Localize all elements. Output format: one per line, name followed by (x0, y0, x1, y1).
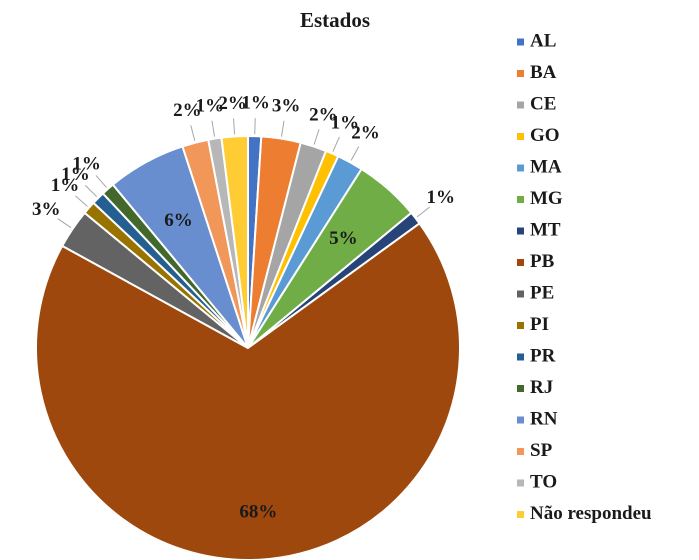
legend-swatch (517, 70, 524, 77)
leader-line (57, 218, 72, 229)
leader-line (350, 146, 360, 161)
leader-line (75, 195, 88, 207)
legend-swatch (517, 448, 524, 455)
legend-label: CE (530, 93, 556, 114)
data-label: 1% (196, 95, 225, 116)
leader-line (416, 206, 431, 218)
legend-swatch (517, 322, 524, 329)
data-label: 2% (351, 123, 380, 144)
pie-slice (220, 134, 249, 349)
legend-label: TO (530, 471, 557, 492)
legend-swatch (517, 38, 524, 46)
legend-swatch (517, 133, 524, 140)
legend-swatch (517, 227, 524, 235)
chart-title: Estados (300, 8, 370, 32)
data-label: 68% (239, 501, 277, 522)
leader-line (313, 129, 320, 145)
pie-slice (35, 221, 461, 560)
legend-label: MG (530, 188, 563, 209)
legend-label: SP (530, 440, 553, 461)
legend-swatch (517, 101, 524, 109)
data-label: 6% (164, 210, 193, 231)
leader-line (254, 118, 256, 135)
leader-line (85, 185, 98, 198)
legend-label: PR (530, 345, 556, 366)
data-label: 2% (173, 100, 202, 121)
legend-swatch (517, 416, 524, 424)
legend-label: MT (530, 219, 561, 240)
data-label: 1% (72, 153, 101, 174)
data-label: 1% (241, 92, 270, 113)
data-label: 1% (427, 187, 456, 208)
legend-label: RJ (530, 377, 553, 398)
legend-swatch (517, 164, 524, 172)
data-label: 2% (218, 93, 247, 114)
data-label: 1% (61, 164, 90, 185)
legend-label: BA (530, 62, 557, 83)
legend-label: AL (530, 30, 556, 51)
legend-swatch (517, 353, 524, 361)
data-label: 1% (331, 112, 360, 133)
legend-label: MA (530, 156, 562, 177)
legend-label: PI (530, 314, 549, 335)
legend-label: PE (530, 282, 554, 303)
leader-line (190, 125, 196, 141)
legend-label: RN (530, 408, 558, 429)
data-label: 1% (51, 175, 80, 196)
data-label: 3% (272, 95, 301, 116)
legend-swatch (517, 511, 524, 518)
leader-line (332, 136, 340, 152)
data-label: 2% (309, 104, 338, 125)
legend-swatch (517, 259, 524, 266)
leader-line (280, 120, 285, 137)
data-label: 5% (329, 228, 358, 249)
leader-line (95, 175, 107, 188)
leader-line (233, 118, 236, 135)
legend-swatch (517, 196, 524, 203)
legend-swatch (517, 385, 524, 392)
legend-swatch (517, 479, 524, 487)
legend-swatch (517, 290, 524, 298)
legend-label: PB (530, 251, 555, 272)
leader-line (211, 120, 216, 137)
data-label: 3% (32, 199, 61, 220)
legend-label: Não respondeu (530, 503, 652, 524)
legend-label: GO (530, 125, 560, 146)
